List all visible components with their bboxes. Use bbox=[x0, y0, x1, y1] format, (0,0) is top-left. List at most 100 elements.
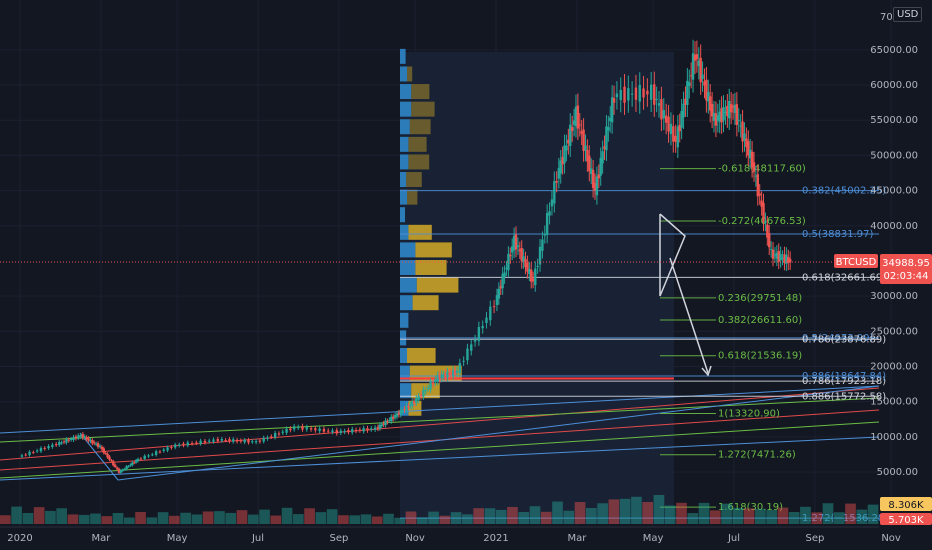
candle-body bbox=[709, 96, 712, 111]
volume-bar bbox=[619, 498, 631, 524]
candle-body bbox=[289, 428, 292, 431]
volume-bar bbox=[270, 515, 282, 524]
volume-profile-buy-bar bbox=[400, 48, 406, 64]
candle-body bbox=[273, 432, 277, 438]
volume-bar bbox=[22, 513, 34, 524]
candle-body bbox=[455, 370, 459, 373]
candle-body bbox=[186, 442, 189, 446]
candle-body bbox=[182, 443, 185, 446]
fib-level-label: 1(13320.90) bbox=[718, 409, 780, 420]
volume-profile-buy-bar bbox=[400, 312, 409, 328]
volume-bar bbox=[811, 512, 823, 524]
candle-body bbox=[147, 455, 150, 457]
candle-body bbox=[509, 255, 512, 257]
candle-body bbox=[758, 193, 761, 196]
candle-body bbox=[47, 446, 50, 449]
candle-body bbox=[254, 441, 258, 443]
candle-body bbox=[473, 339, 477, 342]
candle-body bbox=[431, 382, 435, 385]
volume-bar bbox=[371, 516, 383, 524]
price-candles bbox=[20, 39, 792, 474]
candle-body bbox=[572, 120, 576, 125]
candle-body bbox=[678, 124, 681, 132]
volume-bar bbox=[135, 512, 146, 524]
candle-body bbox=[524, 259, 527, 268]
candle-body bbox=[501, 273, 504, 289]
candle-body bbox=[627, 88, 630, 101]
volume-bar bbox=[416, 517, 428, 524]
fib-level-label: 0.5(24073.90) bbox=[802, 333, 874, 344]
candle-body bbox=[653, 84, 656, 105]
volume-bar bbox=[326, 509, 338, 524]
candle-body bbox=[605, 126, 608, 151]
candle-body bbox=[489, 306, 492, 321]
volume-bar bbox=[833, 512, 845, 524]
candle-body bbox=[518, 249, 521, 252]
candle-body bbox=[747, 141, 750, 156]
candle-body bbox=[139, 458, 143, 460]
candle-body bbox=[481, 325, 484, 329]
candle-body bbox=[584, 145, 587, 151]
candle-body bbox=[446, 371, 449, 378]
candle-body bbox=[735, 104, 739, 125]
countdown-label: 02:03:44 bbox=[884, 271, 929, 282]
volume-bar bbox=[563, 510, 575, 524]
volume-bar bbox=[698, 502, 710, 524]
candle-body bbox=[440, 374, 443, 379]
volume-profile-sell-bar bbox=[409, 119, 431, 135]
candle-body bbox=[335, 429, 338, 434]
candle-body bbox=[390, 416, 393, 422]
candle-body bbox=[703, 81, 706, 86]
volume-bar bbox=[0, 515, 11, 524]
candle-body bbox=[728, 101, 731, 119]
candle-body bbox=[258, 440, 262, 442]
volume-profile-sell-bar bbox=[408, 224, 432, 240]
candle-body bbox=[444, 373, 447, 378]
candle-body bbox=[669, 123, 673, 135]
volume-bar bbox=[721, 503, 732, 524]
volume-bar bbox=[146, 517, 158, 524]
candle-body bbox=[718, 111, 721, 122]
y-tick-label: 30000.00 bbox=[870, 291, 918, 302]
volume-profile-sell-bar bbox=[409, 365, 462, 381]
candle-body bbox=[347, 429, 350, 433]
volume-bar bbox=[428, 511, 439, 524]
fib-level-label: 0.786(17923.18) bbox=[802, 376, 886, 387]
candle-body bbox=[170, 446, 173, 448]
candle-body bbox=[173, 444, 177, 448]
candle-body bbox=[370, 428, 373, 430]
candle-body bbox=[512, 235, 516, 251]
candle-body bbox=[642, 88, 645, 98]
volume-profile-buy-bar bbox=[400, 119, 410, 135]
currency-button[interactable]: USD bbox=[893, 7, 923, 22]
channel-line bbox=[0, 385, 880, 434]
candle-body bbox=[684, 98, 687, 105]
volume-bar bbox=[800, 506, 811, 524]
symbol-tag: BTCUSD bbox=[834, 254, 878, 268]
candle-body bbox=[574, 106, 578, 127]
candle-body bbox=[125, 466, 128, 470]
candle-body bbox=[399, 409, 402, 415]
volume-bar bbox=[653, 494, 665, 524]
candle-body bbox=[531, 278, 535, 282]
candle-body bbox=[561, 156, 564, 165]
candle-body bbox=[417, 396, 420, 400]
candle-body bbox=[216, 438, 219, 442]
candle-body bbox=[224, 440, 227, 442]
candle-body bbox=[43, 447, 46, 449]
candle-body bbox=[526, 263, 529, 272]
candle-body bbox=[448, 373, 451, 375]
candle-body bbox=[743, 133, 746, 141]
candle-body bbox=[129, 464, 132, 466]
candle-body bbox=[655, 98, 658, 100]
candle-body bbox=[595, 176, 599, 196]
volume-bar bbox=[484, 508, 496, 524]
channel-line bbox=[0, 387, 880, 461]
candle-body bbox=[162, 449, 165, 451]
candle-body bbox=[578, 124, 581, 126]
candle-body bbox=[741, 121, 744, 142]
candle-body bbox=[607, 127, 610, 131]
candle-body bbox=[662, 110, 665, 119]
candle-body bbox=[89, 439, 92, 442]
